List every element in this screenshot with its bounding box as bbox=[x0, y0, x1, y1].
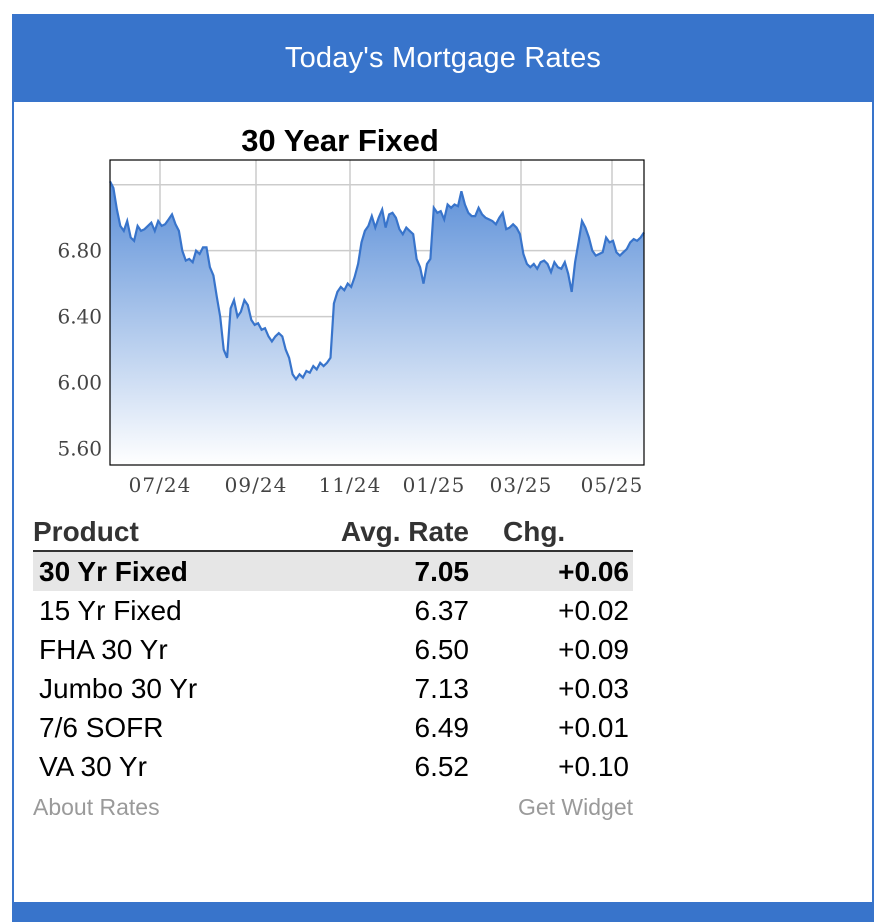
widget-title: Today's Mortgage Rates bbox=[284, 41, 602, 74]
avg-rate: 6.52 bbox=[414, 750, 470, 782]
rate-change: +0.03 bbox=[558, 672, 629, 704]
x-tick-label: 01/25 bbox=[403, 473, 466, 497]
table-header-row: Product Avg. Rate Chg. bbox=[33, 514, 633, 552]
mortgage-rates-widget: Today's Mortgage Rates 30 Year Fixed 5.6… bbox=[12, 14, 874, 922]
product-name: FHA 30 Yr bbox=[39, 633, 168, 665]
rate-change: +0.02 bbox=[558, 594, 629, 626]
product-name: VA 30 Yr bbox=[39, 750, 147, 782]
header-change: Chg. bbox=[469, 514, 633, 552]
chart-title: 30 Year Fixed bbox=[241, 123, 439, 158]
table-row[interactable]: 15 Yr Fixed 6.37 +0.02 bbox=[33, 591, 633, 630]
avg-rate: 7.13 bbox=[414, 672, 470, 704]
x-tick-label: 05/25 bbox=[581, 473, 644, 497]
rate-change: +0.10 bbox=[558, 750, 629, 782]
y-tick-label: 6.40 bbox=[57, 305, 102, 329]
table-row[interactable]: 30 Yr Fixed 7.05 +0.06 bbox=[33, 551, 633, 591]
product-name: 15 Yr Fixed bbox=[39, 594, 182, 626]
avg-rate: 6.50 bbox=[414, 633, 470, 665]
product-name: Jumbo 30 Yr bbox=[39, 672, 198, 704]
product-name: 30 Yr Fixed bbox=[33, 551, 269, 591]
rate-line bbox=[109, 180, 645, 382]
widget-footer-bar bbox=[12, 902, 874, 922]
rates-table: Product Avg. Rate Chg. 30 Yr Fixed 7.05 … bbox=[33, 514, 633, 786]
get-widget-link[interactable]: Get Widget bbox=[517, 794, 633, 820]
rate-change: +0.01 bbox=[558, 711, 629, 743]
about-rates-link[interactable]: About Rates bbox=[33, 794, 160, 820]
x-tick-label: 11/24 bbox=[319, 473, 382, 497]
rate-area-fill bbox=[110, 181, 644, 465]
x-tick-label: 09/24 bbox=[225, 473, 288, 497]
rate-chart: 30 Year Fixed 5.60 6.00 6.40 6.80 07/24 09/2… bbox=[57, 123, 645, 497]
y-tick-label: 6.80 bbox=[57, 239, 102, 263]
x-tick-label: 03/25 bbox=[490, 473, 553, 497]
y-tick-label: 6.00 bbox=[57, 371, 102, 395]
table-row[interactable]: 7/6 SOFR 6.49 +0.01 bbox=[33, 708, 633, 747]
header-product: Product bbox=[33, 514, 269, 552]
rate-change: +0.06 bbox=[469, 551, 633, 591]
y-tick-label: 5.60 bbox=[57, 437, 102, 461]
table-row[interactable]: VA 30 Yr 6.52 +0.10 bbox=[33, 747, 633, 786]
rate-change: +0.09 bbox=[558, 633, 629, 665]
x-tick-label: 07/24 bbox=[129, 473, 192, 497]
avg-rate: 7.05 bbox=[269, 551, 469, 591]
x-axis-ticks: 07/24 09/24 11/24 01/25 03/25 05/25 bbox=[129, 473, 644, 497]
plot-frame bbox=[109, 159, 645, 466]
product-name: 7/6 SOFR bbox=[39, 711, 164, 743]
widget-header: Today's Mortgage Rates bbox=[12, 14, 874, 102]
y-axis-ticks: 5.60 6.00 6.40 6.80 bbox=[57, 239, 102, 461]
table-row[interactable]: Jumbo 30 Yr 7.13 +0.03 bbox=[33, 669, 633, 708]
table-row[interactable]: FHA 30 Yr 6.50 +0.09 bbox=[33, 630, 633, 669]
avg-rate: 6.49 bbox=[414, 711, 470, 743]
avg-rate: 6.37 bbox=[414, 594, 470, 626]
header-avg-rate: Avg. Rate bbox=[269, 514, 469, 552]
